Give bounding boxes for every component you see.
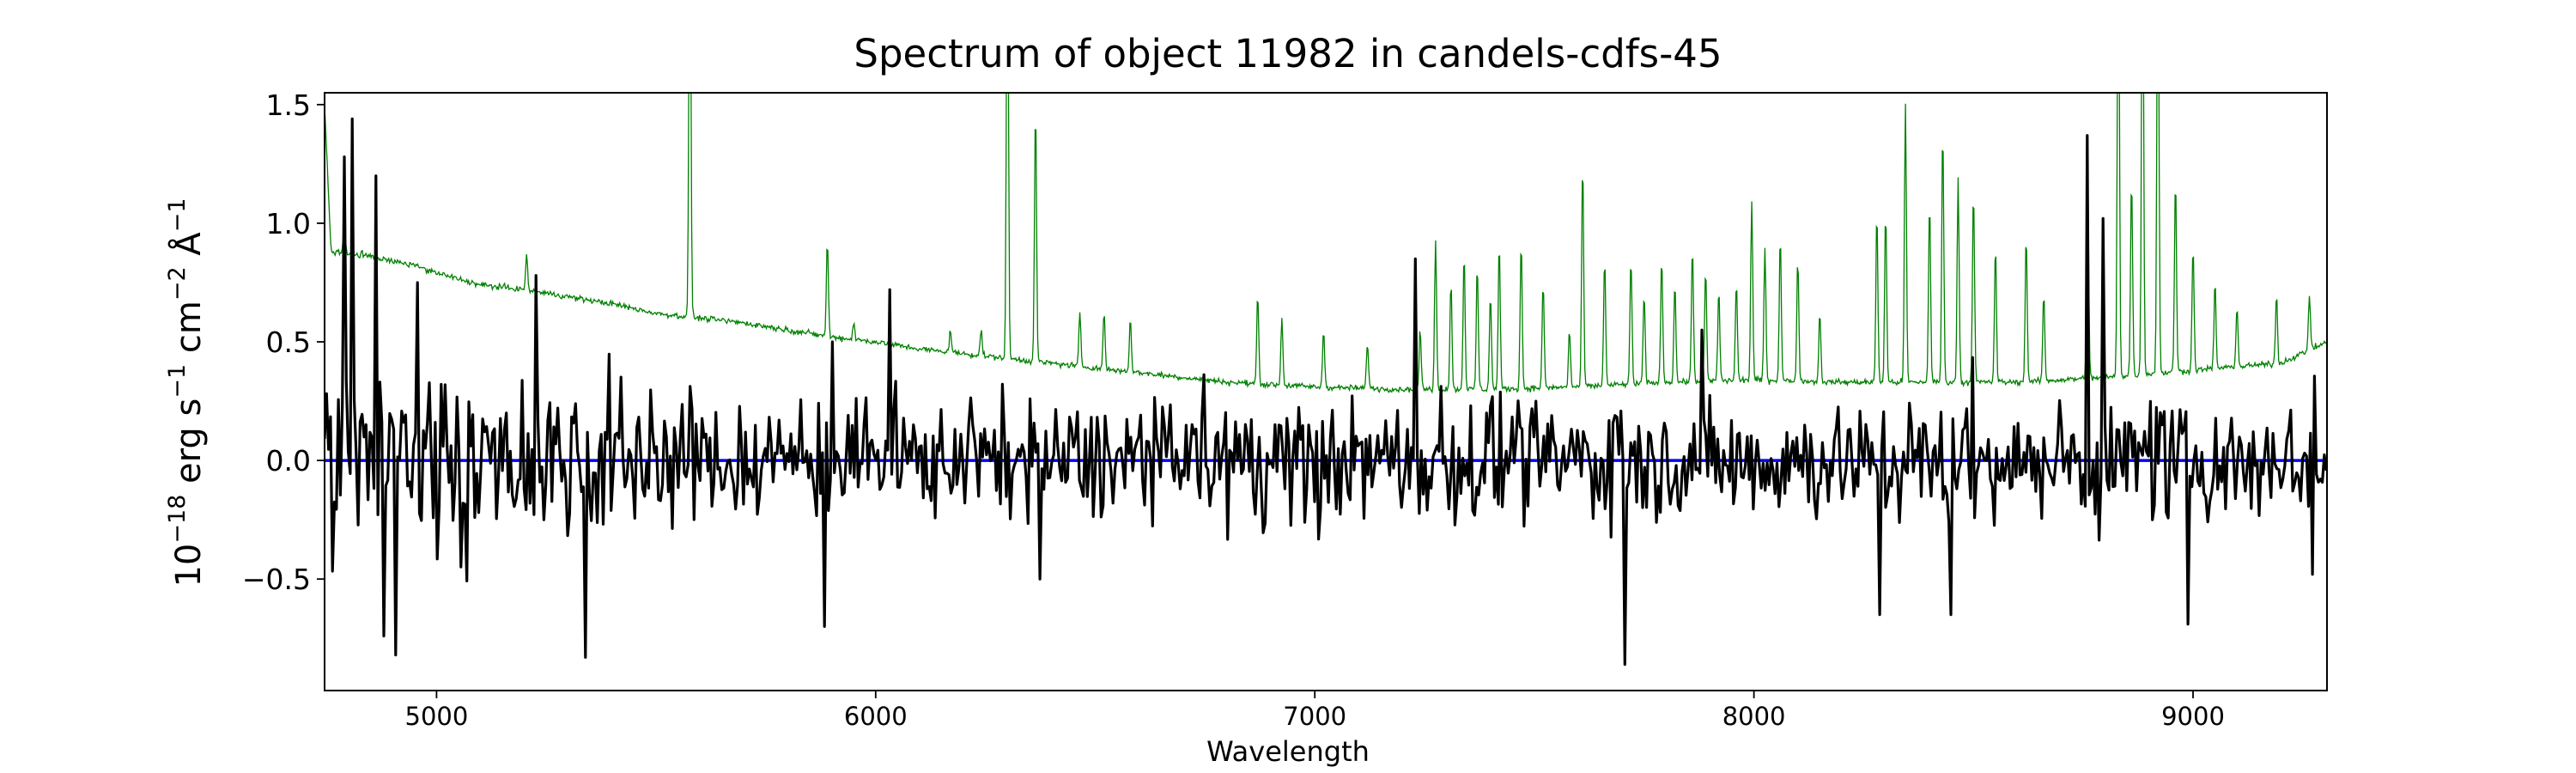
y-tick-label-4: 1.5 — [266, 88, 311, 122]
continuum-line — [325, 93, 2327, 394]
y-tick-label-1: 0.0 — [266, 444, 311, 478]
x-tick-label-5000: 5000 — [405, 702, 469, 731]
plot-frame — [324, 92, 2328, 691]
x-axis-label: Wavelength — [1206, 735, 1370, 768]
flux-line — [325, 117, 2327, 666]
x-tick-label-6000: 6000 — [844, 702, 908, 731]
x-tick-label-8000: 8000 — [1722, 702, 1786, 731]
y-tick-label-2: 0.5 — [266, 326, 311, 359]
chart-title: Spectrum of object 11982 in candels-cdfs… — [854, 31, 1722, 76]
y-tick-label-0: −0.5 — [242, 563, 311, 596]
x-tick-label-7000: 7000 — [1283, 702, 1346, 731]
x-tick-label-9000: 9000 — [2161, 702, 2225, 731]
y-tick-label-3: 1.0 — [266, 207, 311, 240]
